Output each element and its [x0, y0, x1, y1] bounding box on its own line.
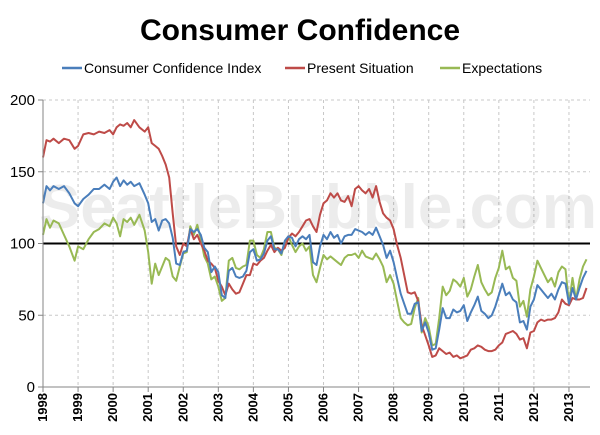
series-line-expectations [42, 213, 588, 347]
x-tick-label: 1998 [35, 393, 50, 422]
x-axis-ticks: 1998 1999 2000 2001 2002 2003 2004 2005 2006 2007… [35, 387, 576, 422]
x-tick-label: 2001 [140, 393, 155, 422]
x-tick-label: 2003 [210, 393, 225, 422]
x-tick-label: 2011 [491, 393, 506, 421]
x-tick-label: 2005 [280, 393, 295, 422]
series-line-consumer-confidence-index [42, 176, 588, 351]
chart-legend: Consumer Confidence Index Present Situati… [62, 60, 542, 76]
x-tick-label: 2012 [526, 393, 541, 422]
x-tick-label: 2009 [421, 393, 436, 422]
x-tick-label: 2007 [351, 393, 366, 422]
x-tick-label: 2013 [561, 393, 576, 422]
y-tick-label: 150 [10, 164, 35, 181]
x-tick-label: 2010 [456, 393, 471, 422]
x-tick-label: 2006 [316, 393, 331, 422]
y-tick-label: 0 [27, 379, 35, 396]
chart-series [42, 119, 588, 360]
legend-label: Expectations [462, 60, 542, 76]
y-tick-label: 100 [10, 236, 35, 253]
y-tick-label: 200 [10, 92, 35, 109]
x-tick-label: 2000 [105, 393, 120, 422]
y-axis-ticks: 0 50 100 150 200 [10, 92, 43, 396]
legend-label: Consumer Confidence Index [84, 60, 261, 76]
legend-label: Present Situation [307, 60, 414, 76]
x-tick-label: 2008 [386, 393, 401, 422]
x-tick-label: 2002 [175, 393, 190, 422]
x-tick-label: 2004 [245, 392, 260, 422]
chart-title: Consumer Confidence [140, 14, 460, 47]
y-tick-label: 50 [18, 307, 35, 324]
x-tick-label: 1999 [70, 393, 85, 422]
series-line-present-situation [42, 119, 588, 360]
